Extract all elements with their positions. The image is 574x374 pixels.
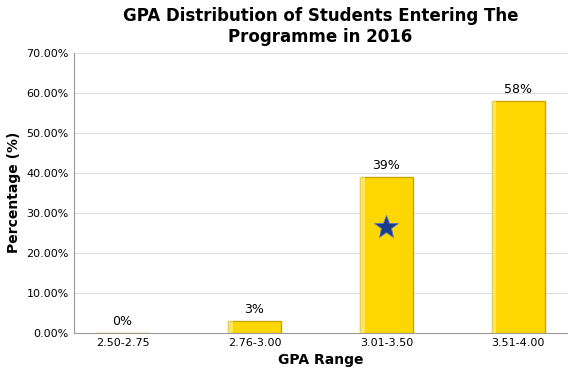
Text: 3%: 3% [245,303,265,316]
Text: 0%: 0% [113,315,133,328]
Bar [359,177,364,332]
Text: 39%: 39% [373,159,400,172]
Bar [227,321,232,332]
Y-axis label: Percentage (%): Percentage (%) [7,132,21,254]
Bar [360,177,413,332]
X-axis label: GPA Range: GPA Range [278,353,363,367]
Bar [491,101,497,332]
Bar [492,101,545,332]
Text: 58%: 58% [504,83,532,96]
Title: GPA Distribution of Students Entering The
Programme in 2016: GPA Distribution of Students Entering Th… [123,7,518,46]
Bar [228,321,281,332]
